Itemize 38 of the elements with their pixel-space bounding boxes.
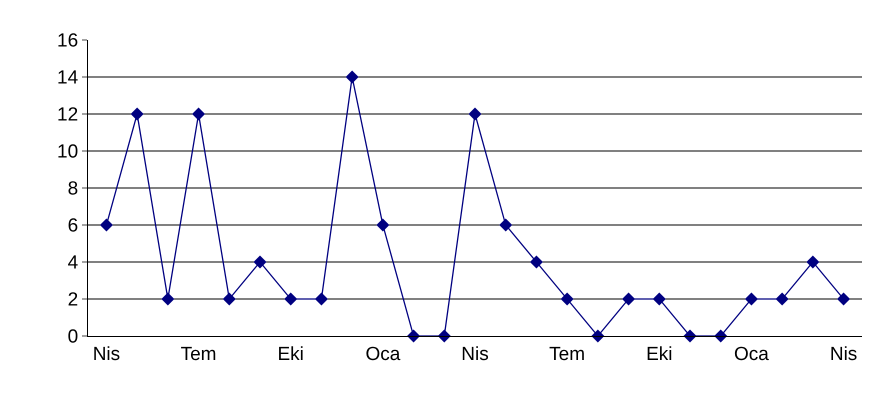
point [744, 292, 758, 306]
x-tick-label: Tem [549, 344, 586, 365]
point [222, 292, 236, 306]
point [776, 292, 789, 306]
y-tick-label: 10 [57, 142, 78, 163]
y-tick-label: 2 [68, 290, 78, 311]
y-tick-label: 16 [57, 30, 78, 52]
y-tick-label: 4 [68, 252, 79, 274]
point [652, 292, 666, 306]
x-tick-label: Nis [461, 344, 489, 365]
point [130, 108, 144, 120]
point [622, 292, 636, 306]
point [284, 292, 298, 306]
y-tick-label: 12 [57, 104, 78, 126]
y-tick-label: 6 [68, 216, 78, 237]
x-tick-label: Eki [646, 344, 672, 365]
x-tick-label: Oca [734, 344, 770, 365]
point [837, 292, 850, 306]
y-tick-label: 14 [57, 68, 79, 89]
point [192, 108, 206, 120]
point [314, 292, 328, 306]
point [100, 218, 113, 232]
y-tick-label: 8 [68, 178, 78, 200]
point [346, 70, 359, 84]
point [254, 256, 266, 268]
point [806, 256, 820, 268]
point [530, 256, 543, 268]
x-tick-label: Oca [365, 344, 401, 365]
x-tick-label: Tem [180, 344, 217, 365]
x-tick-label: Nis [830, 344, 858, 365]
point [468, 108, 482, 120]
point [499, 218, 512, 232]
y-tick-label: 0 [68, 326, 78, 348]
point [560, 292, 574, 306]
point [376, 218, 390, 232]
x-tick-label: Nis [92, 344, 120, 365]
x-tick-label: Eki [278, 344, 304, 365]
point [161, 292, 174, 306]
